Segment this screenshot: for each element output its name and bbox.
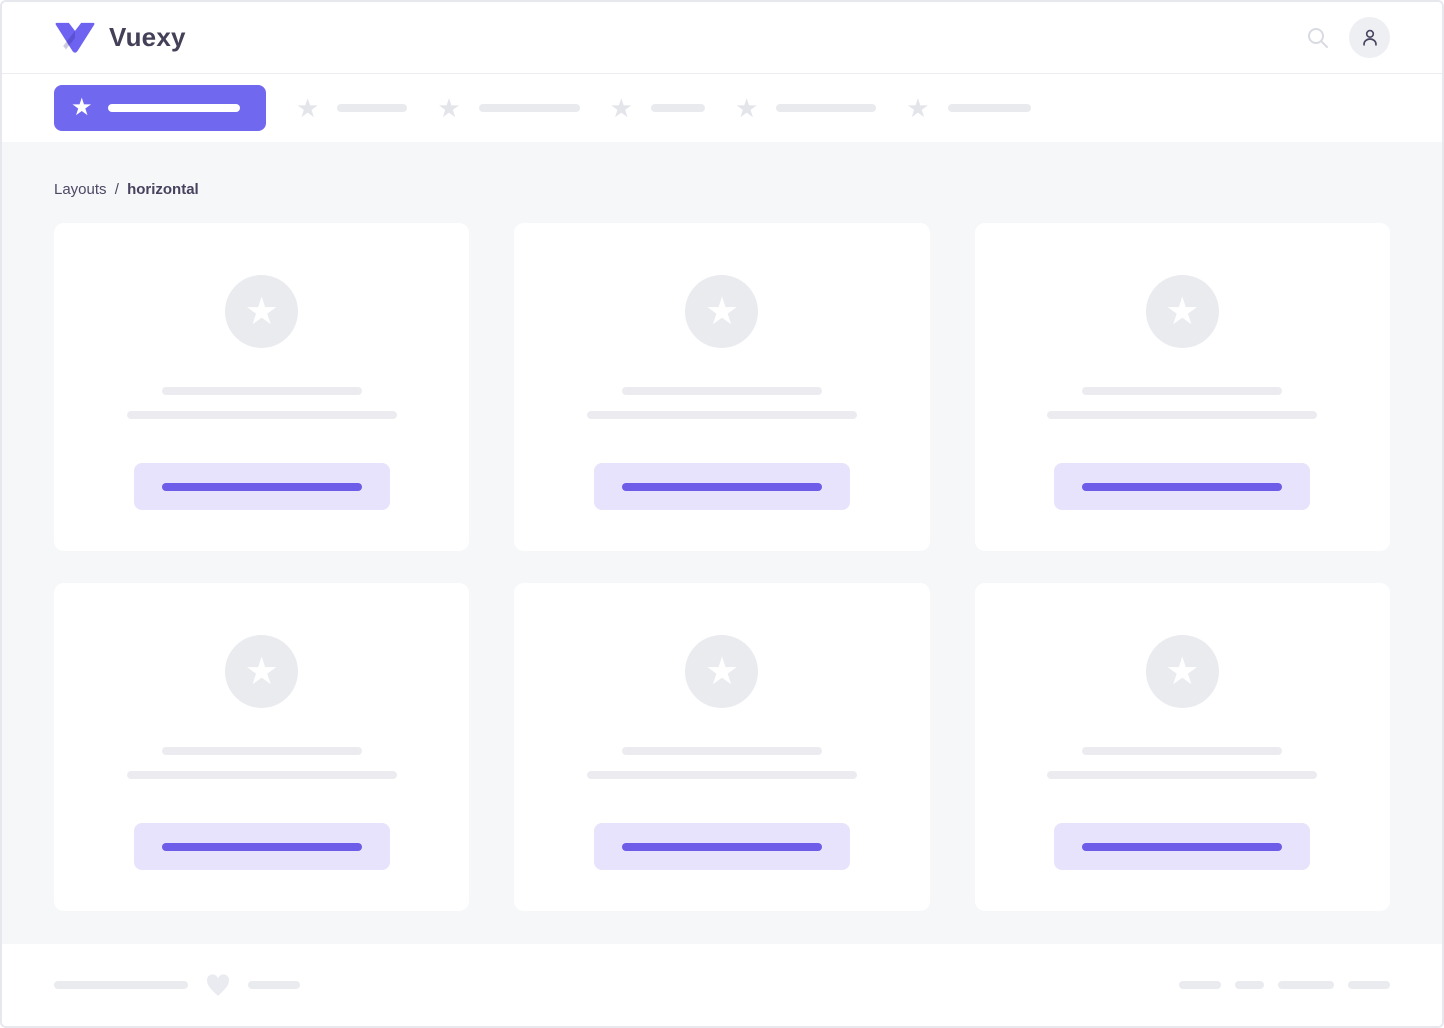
card-avatar-circle: ★ <box>685 275 759 348</box>
card-title-placeholder <box>161 387 362 395</box>
star-icon: ★ <box>704 290 740 333</box>
card-title-placeholder <box>1082 387 1283 395</box>
card-subtitle-placeholder <box>126 771 397 779</box>
footer-link-placeholder[interactable] <box>1179 981 1221 989</box>
nav-label-placeholder <box>650 104 705 112</box>
search-icon[interactable] <box>1305 25 1331 51</box>
button-label-placeholder <box>1082 842 1283 851</box>
card-title-placeholder <box>161 747 362 755</box>
heart-icon <box>207 974 229 996</box>
star-icon: ★ <box>437 93 461 123</box>
nav-label-placeholder <box>107 104 240 112</box>
nav-item[interactable]: ★ <box>437 93 580 123</box>
button-label-placeholder <box>621 842 822 851</box>
card-subtitle-placeholder <box>1047 771 1318 779</box>
card-action-button[interactable] <box>133 463 390 510</box>
vuexy-logo-icon <box>55 22 95 53</box>
star-icon: ★ <box>906 93 930 123</box>
user-avatar[interactable] <box>1349 17 1390 58</box>
breadcrumb-parent[interactable]: Layouts <box>54 181 107 198</box>
footer-text-placeholder <box>54 981 188 989</box>
horizontal-navbar: ★ ★ ★ ★ ★ <box>2 74 1442 142</box>
card-avatar-circle: ★ <box>685 635 759 708</box>
button-label-placeholder <box>161 842 362 851</box>
nav-item[interactable]: ★ <box>610 95 705 121</box>
breadcrumb: Layouts / horizontal <box>54 181 1390 198</box>
card-subtitle-placeholder <box>1047 411 1318 419</box>
footer-left <box>54 973 300 997</box>
app-footer <box>2 944 1442 1026</box>
footer-text-placeholder <box>248 981 300 989</box>
star-icon: ★ <box>71 94 93 121</box>
card-action-button[interactable] <box>593 823 850 870</box>
card-subtitle-placeholder <box>586 411 857 419</box>
star-icon: ★ <box>244 290 279 333</box>
nav-label-placeholder <box>947 104 1031 112</box>
card-action-button[interactable] <box>133 823 390 870</box>
nav-item[interactable]: ★ <box>296 93 408 123</box>
button-label-placeholder <box>1082 482 1283 491</box>
card-avatar-circle: ★ <box>1145 635 1219 708</box>
card-action-button[interactable] <box>593 463 850 510</box>
brand-name: Vuexy <box>109 22 186 52</box>
footer-links <box>1179 981 1390 989</box>
page-content: Layouts / horizontal ★ <box>2 142 1442 944</box>
star-icon: ★ <box>244 650 279 693</box>
app-header: Vuexy <box>2 2 1442 74</box>
nav-item-active[interactable]: ★ <box>54 85 266 131</box>
nav-label-placeholder <box>478 104 580 112</box>
person-icon <box>1362 29 1377 46</box>
card-title-placeholder <box>1082 747 1283 755</box>
card-action-button[interactable] <box>1054 463 1311 510</box>
card-grid: ★ ★ <box>54 223 1390 911</box>
star-icon: ★ <box>609 93 633 123</box>
breadcrumb-separator: / <box>114 181 119 198</box>
button-label-placeholder <box>161 482 362 491</box>
placeholder-card: ★ <box>54 583 470 911</box>
card-subtitle-placeholder <box>586 771 857 779</box>
star-icon: ★ <box>704 650 740 693</box>
footer-link-placeholder[interactable] <box>1235 981 1264 989</box>
star-icon: ★ <box>734 93 759 123</box>
breadcrumb-current: horizontal <box>127 181 199 198</box>
nav-item[interactable]: ★ <box>734 93 877 123</box>
card-title-placeholder <box>621 747 822 755</box>
placeholder-card: ★ <box>974 583 1390 911</box>
placeholder-card: ★ <box>974 223 1390 551</box>
placeholder-card: ★ <box>514 583 930 911</box>
card-avatar-circle: ★ <box>225 635 299 708</box>
nav-label-placeholder <box>337 104 408 112</box>
star-icon: ★ <box>296 93 320 123</box>
footer-link-placeholder[interactable] <box>1348 981 1390 989</box>
card-action-button[interactable] <box>1054 823 1311 870</box>
star-icon: ★ <box>1165 290 1200 333</box>
card-avatar-circle: ★ <box>225 275 299 348</box>
nav-item[interactable]: ★ <box>906 93 1031 123</box>
star-icon: ★ <box>1165 650 1200 693</box>
footer-link-placeholder[interactable] <box>1278 981 1334 989</box>
nav-items: ★ ★ ★ ★ ★ <box>266 95 1031 121</box>
nav-label-placeholder <box>776 104 877 112</box>
card-subtitle-placeholder <box>126 411 397 419</box>
button-label-placeholder <box>621 482 822 491</box>
card-avatar-circle: ★ <box>1145 275 1219 348</box>
placeholder-card: ★ <box>514 223 930 551</box>
header-actions <box>1305 17 1390 58</box>
card-title-placeholder <box>621 387 822 395</box>
placeholder-card: ★ <box>54 223 470 551</box>
